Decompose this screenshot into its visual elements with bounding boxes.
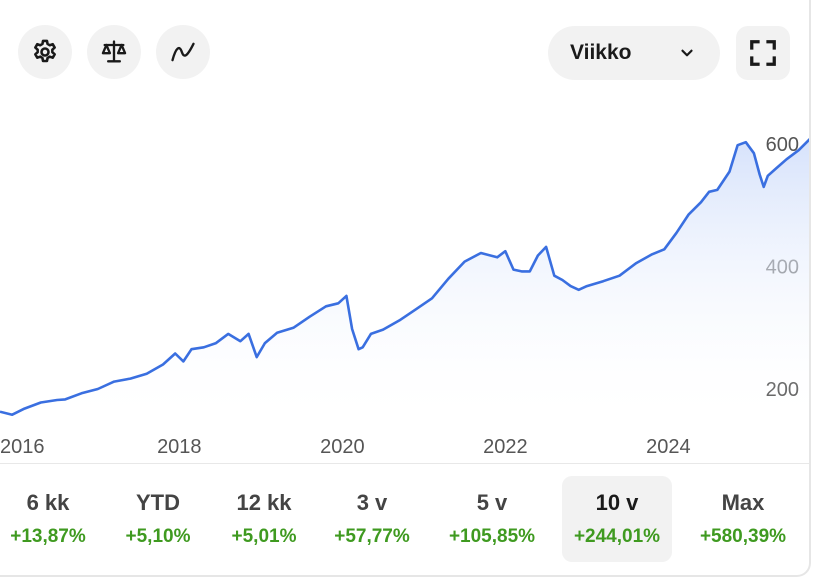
line-wave-icon <box>171 42 195 62</box>
interval-value: Viikko <box>570 41 632 64</box>
scale-icon <box>101 40 127 63</box>
period-3v[interactable]: 3 v +57,77% <box>334 490 410 547</box>
x-tick-label: 2022 <box>483 436 528 458</box>
period-5v[interactable]: 5 v +105,85% <box>448 490 536 547</box>
x-tick-label: 2016 <box>0 436 45 458</box>
price-line <box>0 138 809 416</box>
gear-icon <box>34 39 56 63</box>
period-ytd[interactable]: YTD +5,10% <box>125 490 191 547</box>
interval-select[interactable]: Viikko <box>548 26 720 80</box>
price-area-fill <box>0 139 809 428</box>
compare-button[interactable] <box>87 25 141 79</box>
period-max[interactable]: Max +580,39% <box>699 490 787 547</box>
period-12kk[interactable]: 12 kk +5,01% <box>231 490 297 547</box>
period-6kk[interactable]: 6 kk +13,87% <box>10 490 86 547</box>
expand-icon <box>750 40 776 66</box>
x-tick-label: 2018 <box>157 436 202 458</box>
chart-style-button[interactable] <box>156 25 210 79</box>
divider <box>0 463 809 464</box>
fullscreen-button[interactable] <box>736 26 790 80</box>
x-tick-label: 2020 <box>320 436 365 458</box>
period-10v[interactable]: 10 v +244,01% <box>562 476 672 562</box>
chevron-down-icon <box>681 49 693 57</box>
y-tick-label: 600 <box>766 134 799 156</box>
x-tick-label: 2024 <box>646 436 691 458</box>
settings-button[interactable] <box>18 25 72 79</box>
period-selector: 6 kk +13,87% YTD +5,10% 12 kk +5,01% 3 v… <box>0 476 809 564</box>
x-axis: 2016 2018 2020 2022 2024 <box>0 436 691 458</box>
